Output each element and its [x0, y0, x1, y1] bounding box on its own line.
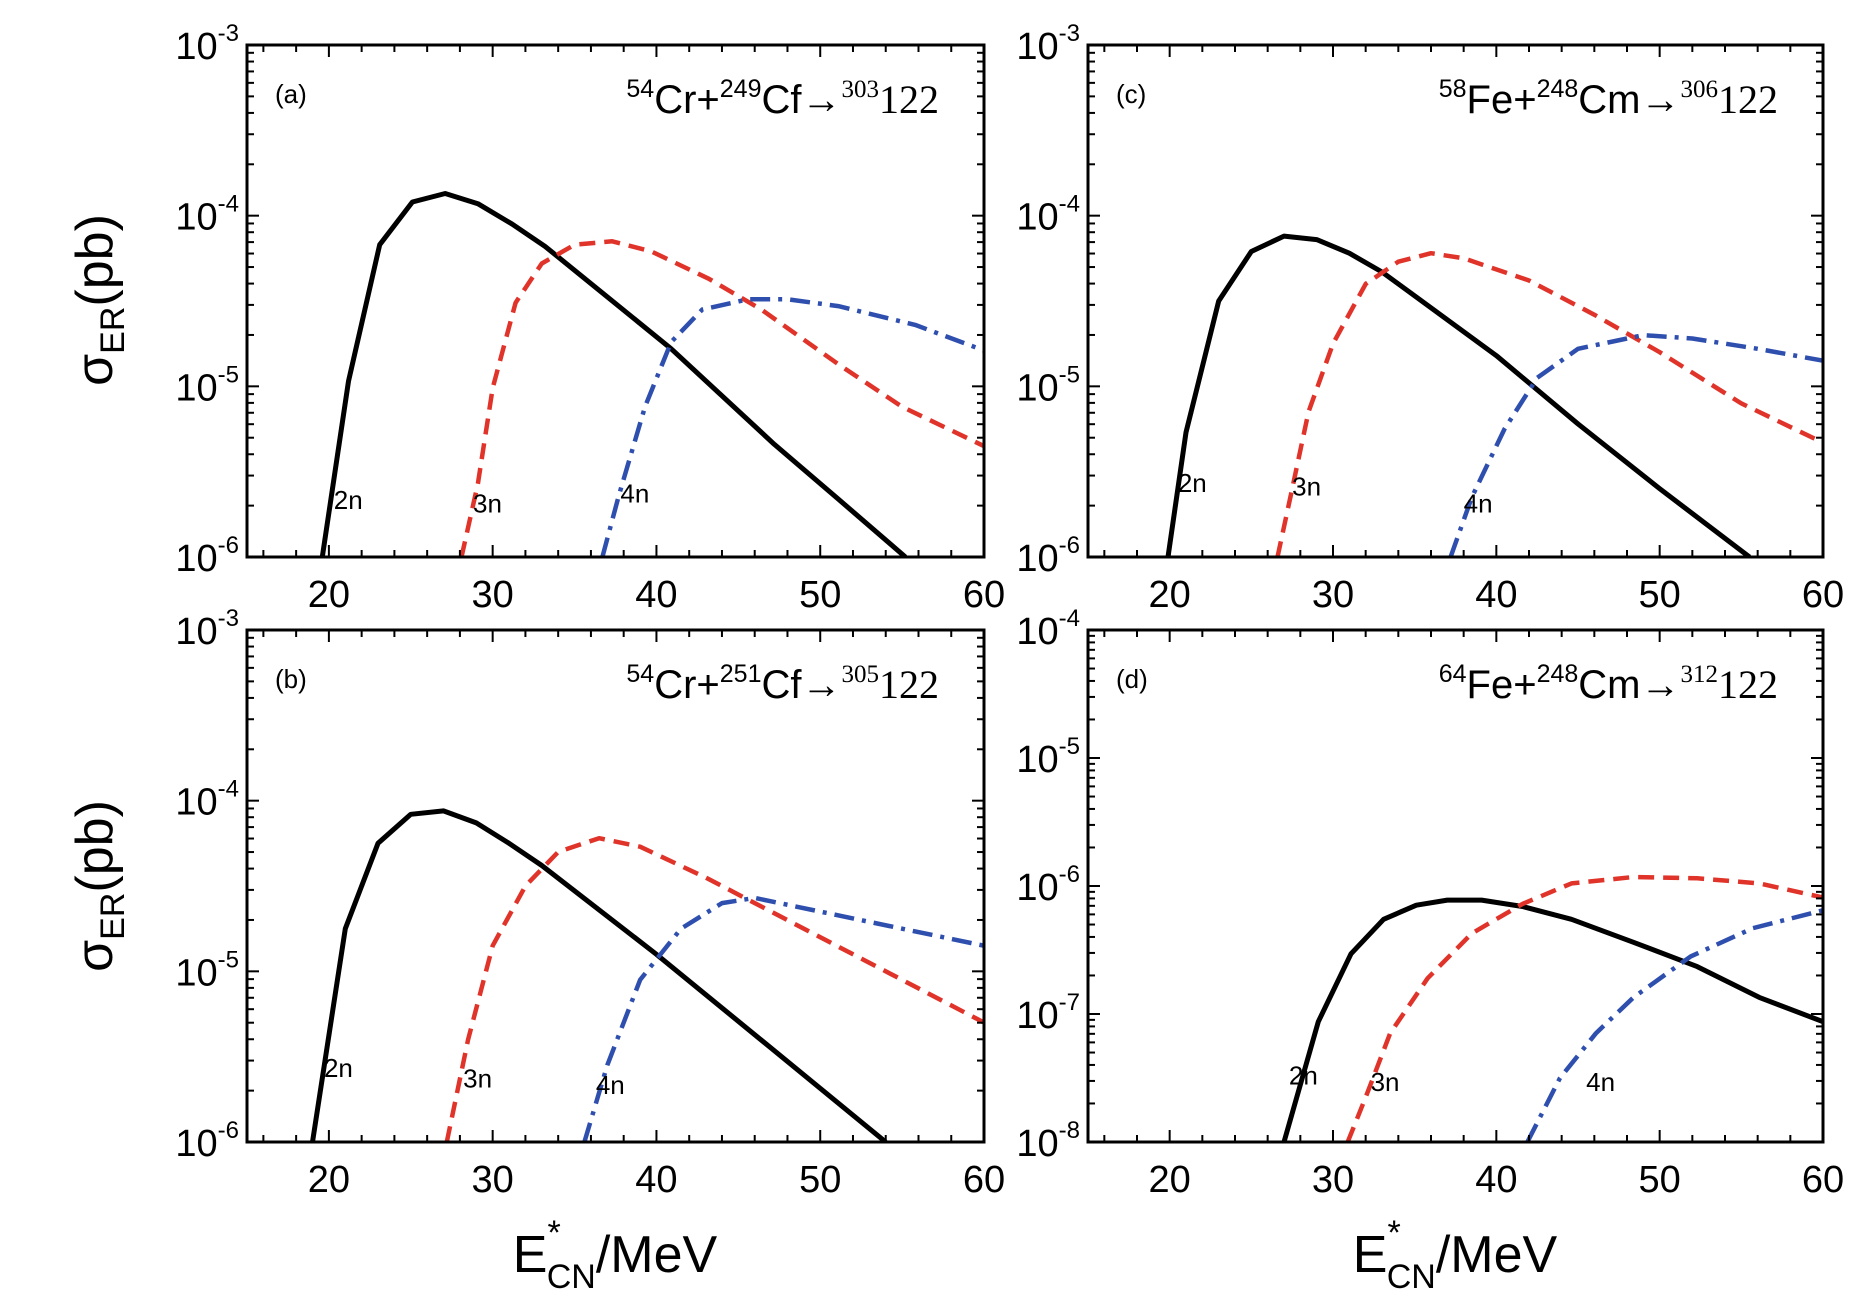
series-3n-line: [1345, 874, 1823, 1142]
series-label-4n: 4n: [1586, 1067, 1615, 1097]
x-tick-label: 30: [1312, 574, 1354, 616]
y-tick-label: 10-4: [175, 191, 239, 239]
y-tick-label: 10-3: [175, 20, 239, 68]
y-tick-label: 10-5: [1016, 733, 1080, 781]
series-4n-line: [1448, 332, 1823, 557]
panel-letter: (c): [1116, 79, 1146, 109]
y-tick-label: 10-7: [1016, 989, 1080, 1037]
series-label-4n: 4n: [620, 478, 649, 508]
series-4n-line: [600, 297, 984, 557]
panel-b: 2n 3n 4n 20 30 40 50 60 10-6 10-5 10-4 10-3 (b) 54Cr+…: [175, 605, 1005, 1201]
reaction-title: 64Fe+248Cm→312122: [1439, 660, 1778, 707]
series-label-2n: 2n: [1289, 1060, 1318, 1090]
reaction-title: 58Fe+248Cm→306122: [1439, 75, 1778, 122]
x-tick-label: 30: [1312, 1159, 1354, 1201]
plot-frame: [1086, 628, 1825, 1144]
y-tick-label: 10-8: [1016, 1117, 1080, 1165]
panel-letter: (b): [275, 664, 307, 694]
panel-c: 2n 3n 4n 20 30 40 50 60 10-6 10-5 10-4 10-3 (c) 58Fe+…: [1016, 20, 1844, 616]
series-label-2n: 2n: [324, 1053, 353, 1083]
panel-a: 2n 3n 4n 20 30 40 50 60 10-6 10-5 10-4 10-3 (a) 54Cr+…: [175, 20, 1005, 616]
plot-frame: [245, 628, 986, 1144]
x-tick-label: 30: [472, 574, 514, 616]
y-tick-label: 10-6: [175, 1117, 239, 1165]
x-tick-label: 40: [1475, 574, 1517, 616]
y-tick-label: 10-6: [1016, 861, 1080, 909]
plot-frame: [245, 43, 986, 559]
x-tick-label: 50: [1639, 1159, 1681, 1201]
series-label-4n: 4n: [1464, 489, 1493, 519]
series-4n-line: [582, 895, 984, 1142]
x-tick-label: 60: [1802, 1159, 1844, 1201]
y-tick-label: 10-5: [1016, 361, 1080, 409]
x-tick-label: 20: [308, 1159, 350, 1201]
series-label-3n: 3n: [1292, 472, 1321, 502]
series-3n-line: [444, 835, 984, 1142]
y-tick-label: 10-5: [175, 361, 239, 409]
series-label-2n: 2n: [1178, 468, 1207, 498]
series-2n-line: [310, 808, 888, 1142]
x-tick-label: 30: [472, 1159, 514, 1201]
y-tick-label: 10-6: [175, 532, 239, 580]
y-axis-label-top: σER(pb): [66, 214, 132, 386]
series-label-4n: 4n: [596, 1070, 625, 1100]
x-tick-label: 40: [635, 1159, 677, 1201]
reaction-title: 54Cr+249Cf→303122: [626, 75, 939, 122]
x-tick-label: 60: [963, 1159, 1005, 1201]
y-tick-label: 10-4: [1016, 605, 1080, 653]
series-2n-line: [1281, 897, 1823, 1142]
series-3n-line: [459, 239, 984, 557]
series-2n-line: [1165, 233, 1752, 557]
y-tick-label: 10-3: [1016, 20, 1080, 68]
x-axis-label-left: E* CN/MeV: [513, 1214, 718, 1296]
panel-d: 2n 3n 4n 20 30 40 50 60 10-8 10-7 10-6 10-5 10-4 (d) 6…: [1016, 605, 1844, 1201]
x-tick-label: 20: [308, 574, 350, 616]
panel-letter: (a): [275, 79, 307, 109]
series-label-3n: 3n: [463, 1063, 492, 1093]
plot-frame: [1086, 43, 1825, 559]
x-tick-label: 20: [1149, 574, 1191, 616]
y-tick-label: 10-6: [1016, 532, 1080, 580]
series-label-3n: 3n: [1371, 1067, 1400, 1097]
series-label-2n: 2n: [334, 485, 363, 515]
x-tick-label: 60: [963, 574, 1005, 616]
series-4n-line: [1525, 908, 1823, 1142]
series-3n-line: [1275, 250, 1823, 557]
y-tick-label: 10-5: [175, 946, 239, 994]
x-tick-label: 20: [1149, 1159, 1191, 1201]
x-tick-label: 50: [799, 574, 841, 616]
reaction-title: 54Cr+251Cf→305122: [626, 660, 939, 707]
x-tick-label: 50: [799, 1159, 841, 1201]
series-2n-line: [319, 191, 908, 557]
y-tick-label: 10-3: [175, 605, 239, 653]
y-tick-label: 10-4: [175, 776, 239, 824]
y-tick-label: 10-4: [1016, 191, 1080, 239]
y-axis-label-bottom: σER(pb): [66, 800, 132, 972]
x-tick-label: 50: [1639, 574, 1681, 616]
x-tick-label: 40: [635, 574, 677, 616]
series-label-3n: 3n: [473, 489, 502, 519]
x-tick-label: 60: [1802, 574, 1844, 616]
x-axis-label-right: E* CN/MeV: [1353, 1214, 1558, 1296]
x-tick-label: 40: [1475, 1159, 1517, 1201]
panel-letter: (d): [1116, 664, 1148, 694]
